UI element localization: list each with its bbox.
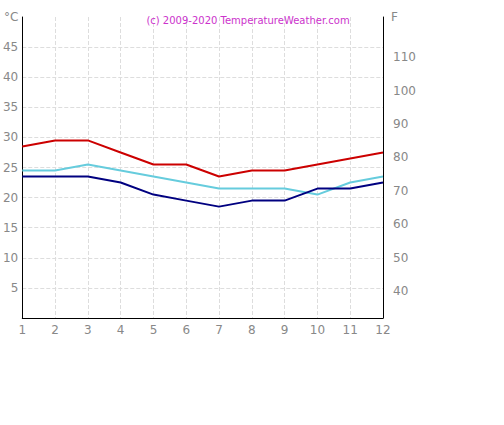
- svg-text:35: 35: [3, 100, 18, 114]
- svg-text:5: 5: [150, 323, 158, 337]
- svg-text:45: 45: [3, 40, 18, 54]
- svg-text:1: 1: [18, 323, 26, 337]
- svg-text:7: 7: [215, 323, 223, 337]
- svg-text:3: 3: [84, 323, 92, 337]
- svg-text:70: 70: [393, 184, 408, 198]
- svg-text:F: F: [391, 10, 398, 24]
- svg-text:2: 2: [51, 323, 59, 337]
- svg-text:80: 80: [393, 150, 408, 164]
- svg-text:9: 9: [281, 323, 289, 337]
- svg-text:11: 11: [343, 323, 358, 337]
- svg-text:12: 12: [375, 323, 390, 337]
- svg-text:60: 60: [393, 217, 408, 231]
- svg-text:15: 15: [3, 221, 18, 235]
- svg-text:40: 40: [393, 284, 408, 298]
- svg-text:5: 5: [11, 281, 19, 295]
- svg-text:100: 100: [393, 84, 416, 98]
- svg-text:10: 10: [3, 251, 18, 265]
- svg-text:(c) 2009-2020 TemperatureWeath: (c) 2009-2020 TemperatureWeather.com: [146, 15, 349, 26]
- svg-text:20: 20: [3, 191, 18, 205]
- svg-text:8: 8: [248, 323, 256, 337]
- svg-text:10: 10: [310, 323, 325, 337]
- svg-text:50: 50: [393, 251, 408, 265]
- svg-text:110: 110: [393, 50, 416, 64]
- svg-text:25: 25: [3, 161, 18, 175]
- svg-text:°C: °C: [4, 10, 18, 24]
- svg-text:4: 4: [117, 323, 125, 337]
- svg-text:6: 6: [182, 323, 190, 337]
- svg-text:30: 30: [3, 130, 18, 144]
- svg-text:40: 40: [3, 70, 18, 84]
- svg-text:90: 90: [393, 117, 408, 131]
